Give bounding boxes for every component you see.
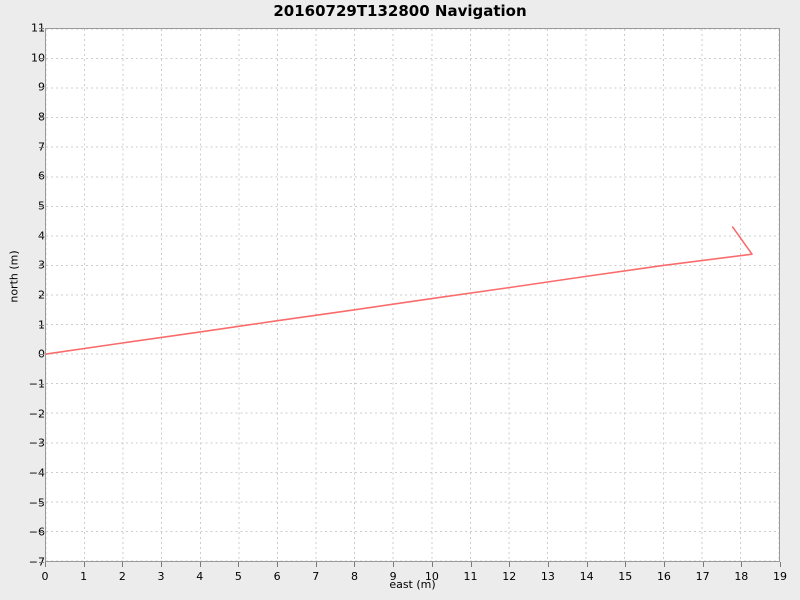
chart-title: 20160729T132800 Navigation xyxy=(273,2,527,20)
x-tick-label: 15 xyxy=(618,570,633,583)
x-tick-label: 10 xyxy=(424,570,439,583)
x-tick-mark xyxy=(83,562,85,567)
y-tick-label: −3 xyxy=(28,436,45,450)
y-axis-label: north (m) xyxy=(7,250,21,303)
y-tick-mark xyxy=(39,532,44,534)
y-tick-label: 11 xyxy=(31,21,45,35)
x-tick-mark xyxy=(238,562,240,567)
y-tick-label: −7 xyxy=(28,555,45,569)
x-tick-mark xyxy=(509,562,511,567)
x-tick-label: 7 xyxy=(312,570,320,583)
x-tick-mark xyxy=(470,562,472,567)
y-tick-mark xyxy=(39,28,44,29)
y-tick-mark xyxy=(39,562,44,563)
x-tick-label: 0 xyxy=(41,570,49,583)
x-tick-mark xyxy=(122,562,124,567)
x-tick-label: 11 xyxy=(463,570,478,583)
x-tick-label: 6 xyxy=(273,570,281,583)
x-tick-mark xyxy=(780,562,781,567)
x-tick-mark xyxy=(431,562,433,567)
x-tick-mark xyxy=(741,562,743,567)
x-tick-mark xyxy=(586,562,588,567)
y-tick-label: −4 xyxy=(28,466,45,480)
y-tick-mark xyxy=(39,117,44,118)
x-tick-label: 1 xyxy=(80,570,88,583)
y-tick-mark xyxy=(39,443,44,445)
y-tick-mark xyxy=(39,206,44,207)
y-tick-label: 10 xyxy=(31,51,45,65)
x-tick-mark xyxy=(663,562,665,567)
x-tick-label: 4 xyxy=(196,570,204,583)
y-tick-mark xyxy=(39,265,44,267)
x-tick-label: 12 xyxy=(502,570,517,583)
x-tick-label: 18 xyxy=(734,570,749,583)
y-tick-mark xyxy=(39,473,44,474)
y-tick-mark xyxy=(39,146,44,148)
x-tick-label: 13 xyxy=(540,570,555,583)
x-axis-ticks: 0 1 2 3 4 5 6 7 8 9 10 11 12 13 14 15 16 17 18 19 xyxy=(0,562,800,600)
x-tick-label: 19 xyxy=(773,570,787,583)
y-tick-mark xyxy=(39,87,44,89)
x-tick-mark xyxy=(625,562,627,567)
y-tick-mark xyxy=(39,354,44,356)
x-tick-mark xyxy=(277,562,279,567)
x-tick-mark xyxy=(702,562,704,567)
y-tick-label: −6 xyxy=(28,525,45,539)
x-tick-mark xyxy=(354,562,356,567)
x-tick-mark xyxy=(547,562,549,567)
y-tick-label: −2 xyxy=(28,407,45,421)
x-tick-label: 3 xyxy=(157,570,165,583)
x-tick-mark xyxy=(199,562,201,567)
y-tick-label: −1 xyxy=(28,377,45,391)
x-tick-mark xyxy=(45,562,46,567)
plot-area[interactable] xyxy=(45,28,780,562)
x-tick-label: 17 xyxy=(695,570,710,583)
grid-lines xyxy=(46,29,779,561)
y-tick-mark xyxy=(39,295,44,296)
x-tick-label: 14 xyxy=(579,570,594,583)
y-tick-mark xyxy=(39,384,44,385)
x-tick-mark xyxy=(393,562,395,567)
y-tick-mark xyxy=(39,235,44,237)
x-tick-label: 8 xyxy=(350,570,358,583)
y-tick-mark xyxy=(39,57,44,59)
data-series-line xyxy=(46,226,753,355)
y-tick-mark xyxy=(39,413,44,415)
y-tick-label: −5 xyxy=(28,496,45,510)
y-tick-mark xyxy=(39,176,44,178)
x-tick-label: 9 xyxy=(389,570,397,583)
x-tick-mark xyxy=(315,562,317,567)
x-tick-mark xyxy=(161,562,163,567)
x-tick-label: 2 xyxy=(118,570,126,583)
y-tick-mark xyxy=(39,502,44,504)
x-tick-label: 5 xyxy=(234,570,242,583)
y-tick-mark xyxy=(39,324,44,326)
x-axis-label: east (m) xyxy=(389,578,436,591)
x-tick-label: 16 xyxy=(656,570,671,583)
